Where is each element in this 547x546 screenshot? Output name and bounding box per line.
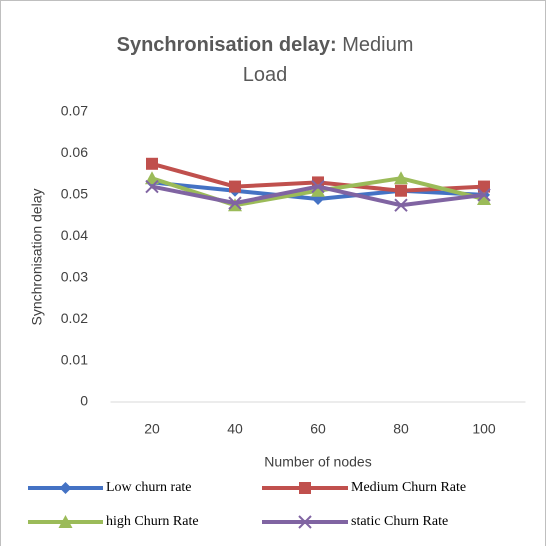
marker — [311, 179, 325, 194]
y-tick-label: 0.07 — [61, 103, 88, 119]
marker — [395, 184, 407, 197]
title-bold: Synchronisation delay: — [116, 34, 337, 56]
y-axis-label: Synchronisation delay — [29, 189, 45, 326]
x-tick-label: 60 — [310, 421, 326, 437]
marker — [478, 180, 490, 193]
marker — [146, 157, 158, 170]
legend-label: Medium Churn Rate — [351, 480, 466, 495]
x-tick-label: 20 — [144, 421, 160, 437]
marker — [298, 515, 312, 529]
y-tick-label: 0.03 — [61, 268, 88, 284]
marker — [145, 171, 159, 185]
title-rest: Medium Load — [242, 34, 414, 86]
marker — [394, 198, 408, 212]
series — [145, 179, 491, 212]
x-axis-label: Number of nodes — [264, 454, 371, 470]
x-tick-label: 100 — [472, 421, 496, 437]
marker — [228, 196, 242, 210]
y-tick-label: 0.01 — [61, 351, 88, 367]
y-tick-label: 0.06 — [61, 144, 88, 160]
marker — [58, 515, 73, 528]
legend-label: static Churn Rate — [351, 514, 448, 529]
marker — [311, 183, 325, 197]
y-tick-label: 0 — [80, 393, 88, 409]
marker — [145, 179, 159, 194]
x-tick-label: 80 — [393, 421, 409, 437]
marker — [477, 192, 491, 205]
legend-label: high Churn Rate — [106, 514, 199, 529]
marker — [394, 171, 408, 185]
marker — [229, 180, 241, 193]
marker — [59, 482, 72, 494]
marker — [477, 188, 491, 202]
chart-title: Synchronisation delay: Medium Load — [110, 30, 420, 90]
y-tick-label: 0.04 — [61, 227, 88, 243]
x-tick-label: 40 — [227, 421, 243, 437]
marker — [299, 482, 311, 494]
legend-label: Low churn rate — [106, 480, 192, 495]
y-tick-label: 0.05 — [61, 186, 88, 202]
y-tick-label: 0.02 — [61, 310, 88, 326]
